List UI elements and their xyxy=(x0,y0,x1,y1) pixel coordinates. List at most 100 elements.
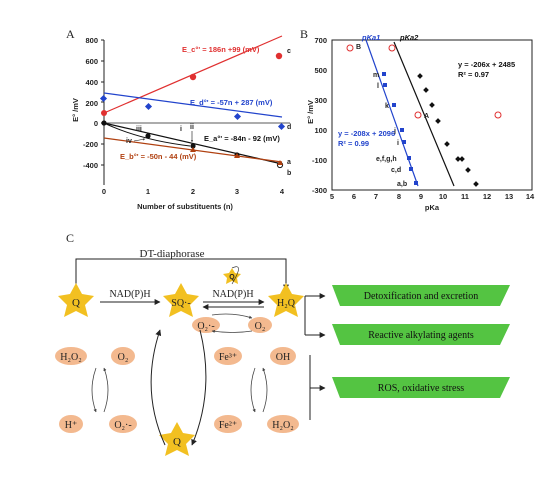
point-k-label: k xyxy=(385,103,389,110)
node-h2o2-left: H₂O₂ xyxy=(55,347,87,365)
y-tick: -300 xyxy=(312,186,327,195)
point-iii-label: iii xyxy=(136,126,142,133)
svg-text:H₂O₂: H₂O₂ xyxy=(60,352,81,363)
x-tick: 12 xyxy=(483,192,491,201)
y-tick: 800 xyxy=(85,36,98,45)
panel-b: B 700 500 300 100 -100 -300 E° /mV 5 6 7… xyxy=(300,27,535,212)
point-cd xyxy=(409,167,413,171)
point-A-label: A xyxy=(424,113,429,120)
point-b xyxy=(234,153,240,158)
pka2-points xyxy=(417,73,479,187)
y-tick: 400 xyxy=(85,78,98,87)
equation-c: E_c°' = 186n +99 (mV) xyxy=(182,45,260,54)
panel-a-x-label: Number of substituents (n) xyxy=(137,202,233,211)
y-tick: 500 xyxy=(314,66,327,75)
point-m xyxy=(382,72,386,76)
y-tick: 100 xyxy=(314,126,327,135)
point-iv-label: iv xyxy=(126,138,132,145)
x-tick: 4 xyxy=(280,187,285,196)
node-oh: OH xyxy=(270,347,296,365)
point-A xyxy=(414,111,422,119)
x-tick: 14 xyxy=(526,192,535,201)
point-d xyxy=(99,94,108,103)
svg-text:H₂O₂: H₂O₂ xyxy=(272,420,293,431)
y-tick: -200 xyxy=(83,140,98,149)
svg-text:O₂: O₂ xyxy=(255,321,266,332)
outcome-detoxification: Detoxification and excretion xyxy=(332,285,510,306)
equation-black: y = -206x + 2485 xyxy=(458,60,515,69)
point-k xyxy=(392,103,396,107)
point-c xyxy=(275,52,283,60)
line-d xyxy=(103,92,283,118)
svg-text:Reactive alkylating agents: Reactive alkylating agents xyxy=(368,330,474,341)
point-l-label: l xyxy=(377,83,379,90)
x-tick: 10 xyxy=(439,192,447,201)
dt-diaphorase-arrow xyxy=(75,258,289,291)
equation-a: E_a°' = -84n - 92 (mV) xyxy=(204,134,280,143)
point-c xyxy=(189,73,197,81)
point-l xyxy=(383,83,387,87)
x-tick: 11 xyxy=(461,192,469,201)
pka1-points xyxy=(382,72,418,185)
nadph-label-1: NAD(P)H xyxy=(109,289,150,300)
svg-text:O₂: O₂ xyxy=(118,352,129,363)
line-b-label: b xyxy=(287,170,291,177)
svg-text:O₂·-: O₂·- xyxy=(197,321,214,332)
panel-a-letter: A xyxy=(66,27,75,41)
star-icon xyxy=(268,283,304,317)
equation-d: E_d°' = -57n + 287 (mV) xyxy=(190,98,273,107)
x-tick: 5 xyxy=(330,192,334,201)
node-o2-left: O₂ xyxy=(111,347,135,365)
node-o2-minus-top: O₂·- xyxy=(192,317,220,333)
point-cd-label: c,d xyxy=(391,167,401,174)
star-sq: SQ·- xyxy=(163,283,199,317)
nadph-label-2: NAD(P)H xyxy=(212,289,253,300)
x-tick: 13 xyxy=(505,192,513,201)
q-bottom-label: Q xyxy=(173,436,181,448)
node-h-plus: H⁺ xyxy=(59,415,83,433)
panel-a-y-label: E° /mV xyxy=(71,98,80,122)
node-o2-minus-left: O₂·- xyxy=(109,415,137,433)
y-tick: -400 xyxy=(83,161,98,170)
star-icon xyxy=(223,268,241,284)
panel-a: A 800 600 400 200 0 -200 -400 E° /mV 0 1… xyxy=(66,27,291,211)
point-ab xyxy=(414,181,418,185)
x-tick: 8 xyxy=(397,192,401,201)
q-small-label: Q xyxy=(229,274,235,281)
y-tick: 600 xyxy=(85,57,98,66)
point-outlier xyxy=(494,111,502,119)
x-tick: 9 xyxy=(419,192,423,201)
svg-text:Fe³⁺: Fe³⁺ xyxy=(219,352,237,363)
point-b xyxy=(277,160,283,165)
y-tick: 0 xyxy=(94,119,98,128)
curve-a xyxy=(103,122,191,147)
panel-c-letter: C xyxy=(66,231,74,245)
node-fe3: Fe³⁺ xyxy=(214,347,242,365)
r2-blue: R² = 0.99 xyxy=(338,139,369,148)
q-small-loop xyxy=(231,266,239,285)
point-j xyxy=(400,128,404,132)
point-ii-label: ii xyxy=(190,124,194,131)
star-q-bottom: Q xyxy=(159,422,195,456)
outlier-points xyxy=(346,44,502,119)
x-tick: 6 xyxy=(352,192,356,201)
star-q-left: Q xyxy=(58,283,94,317)
point-d xyxy=(144,102,153,111)
point-i xyxy=(402,140,406,144)
h2q-label: H₂Q xyxy=(277,298,296,309)
svg-text:Fe²⁺: Fe²⁺ xyxy=(219,420,237,431)
line-pka2 xyxy=(393,41,455,187)
star-icon xyxy=(159,422,195,456)
panel-a-x-ticks: 0 1 2 3 4 xyxy=(102,187,285,196)
line-d-label: d xyxy=(287,124,291,131)
line-a-label: a xyxy=(287,159,291,166)
equation-b: E_b°' = -50n - 44 (mV) xyxy=(120,152,197,161)
svg-text:O₂·-: O₂·- xyxy=(114,420,131,431)
panel-b-y-ticks: 700 500 300 100 -100 -300 xyxy=(312,36,327,195)
equation-blue: y = -208x + 2096 xyxy=(338,129,395,138)
point-a xyxy=(145,133,151,139)
node-o2-top: O₂ xyxy=(248,317,272,333)
point-i-label: i xyxy=(180,126,182,133)
star-icon xyxy=(58,283,94,317)
